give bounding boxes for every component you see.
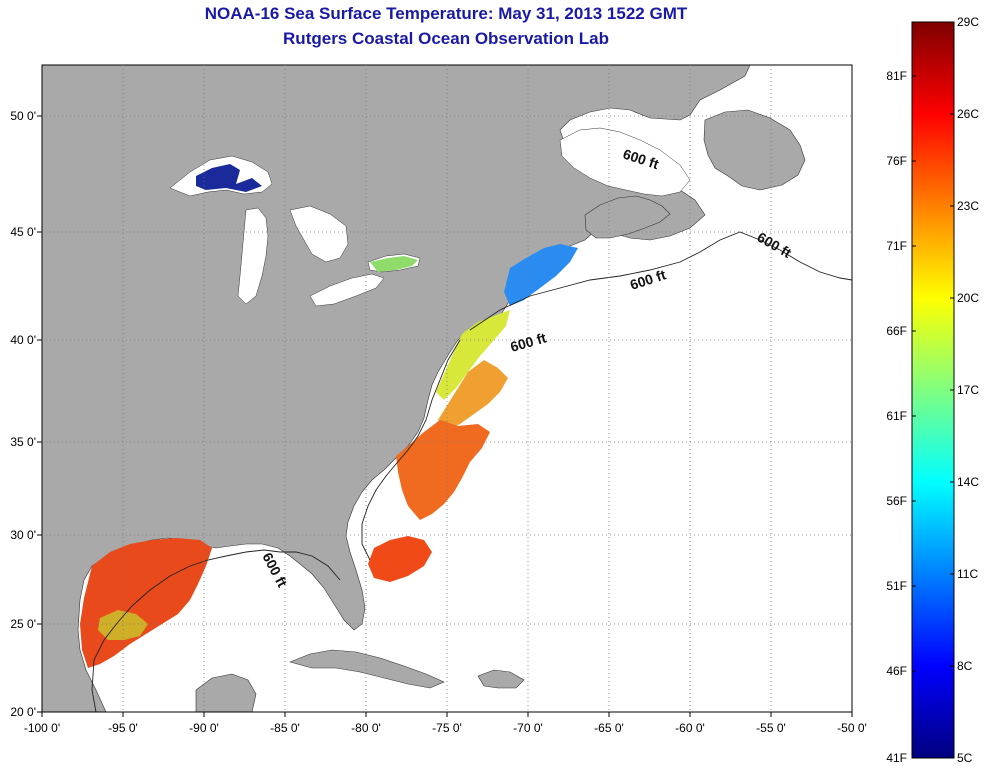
colorbar-celsius-label: 17C (957, 383, 979, 397)
colorbar-fahrenheit-label: 56F (886, 494, 907, 508)
hispaniola-land (477, 669, 525, 689)
lon-tick-label: -70 0' (513, 721, 543, 735)
lat-tick-label: 45 0' (10, 225, 36, 239)
colorbar-fahrenheit-label: 41F (886, 751, 907, 765)
map-title: NOAA-16 Sea Surface Temperature: May 31,… (204, 4, 688, 23)
colorbar-fahrenheit-labels: 81F 76F 71F 66F 61F 56F 51F 46F 41F (886, 69, 916, 765)
colorbar-fahrenheit-label: 76F (886, 154, 907, 168)
lat-tick-label: 40 0' (10, 333, 36, 347)
lon-tick-label: -65 0' (594, 721, 624, 735)
isobath-600ft-south (361, 339, 461, 561)
lake-huron (289, 205, 349, 263)
lon-tick-label: -50 0' (837, 721, 867, 735)
lon-tick-label: -90 0' (189, 721, 219, 735)
lat-tick-label: 20 0' (10, 705, 36, 719)
lon-tick-label: -100 0' (24, 721, 60, 735)
colorbar-fahrenheit-label: 51F (886, 579, 907, 593)
colorbar-celsius-label: 5C (957, 751, 973, 765)
colorbar-celsius-labels: 29C 26C 23C 20C 17C 14C 11C 8C 5C (950, 15, 979, 765)
lon-tick-label: -75 0' (432, 721, 462, 735)
colorbar-fahrenheit-label: 81F (886, 69, 907, 83)
lon-tick-label: -60 0' (675, 721, 705, 735)
nova-scotia-land (584, 195, 671, 239)
longitude-labels: -100 0' -95 0' -90 0' -85 0' -80 0' -75 0' -70… (24, 721, 867, 735)
sst-mid-atlantic-offshore (438, 360, 508, 430)
colorbar-celsius-label: 11C (957, 567, 978, 581)
colorbar-fahrenheit-label: 66F (886, 324, 907, 338)
lon-tick-label: -55 0' (756, 721, 786, 735)
colorbar-celsius-label: 29C (957, 15, 979, 29)
gulf-st-lawrence (559, 127, 691, 197)
newfoundland-land (703, 109, 806, 191)
lat-tick-label: 35 0' (10, 435, 36, 449)
isobath-600ft-gulf (91, 549, 341, 712)
lon-tick-label: -95 0' (108, 721, 138, 735)
lake-michigan (237, 207, 269, 305)
colorbar-fahrenheit-label: 46F (886, 664, 907, 678)
latitude-labels: 50 0' 45 0' 40 0' 35 0' 30 0' 25 0' 20 0' (10, 109, 36, 719)
sst-mid-atlantic-shelf (436, 310, 510, 400)
lake-erie (309, 273, 385, 307)
colorbar-celsius-label: 23C (957, 199, 979, 213)
colorbar-celsius-label: 20C (957, 291, 979, 305)
sst-lake-superior (196, 164, 262, 192)
cuba-land (289, 649, 445, 689)
yucatan-land (195, 673, 257, 712)
lat-tick-label: 50 0' (10, 109, 36, 123)
sst-gulf-maine (504, 244, 578, 306)
graticule (37, 65, 853, 717)
colorbar-fahrenheit-label: 71F (886, 239, 907, 253)
lat-tick-label: 25 0' (10, 617, 36, 631)
lon-tick-label: -80 0' (351, 721, 381, 735)
sst-south-atlantic-bight (368, 536, 432, 582)
lat-tick-label: 30 0' (10, 528, 36, 542)
map-subtitle: Rutgers Coastal Ocean Observation Lab (283, 29, 609, 48)
lon-tick-label: -85 0' (270, 721, 300, 735)
isobath-600ft-north (469, 231, 852, 331)
sst-lake-ontario (370, 256, 418, 272)
colorbar-celsius-label: 14C (957, 475, 979, 489)
temperature-colorbar (911, 21, 955, 759)
colorbar-fahrenheit-label: 61F (886, 409, 907, 423)
colorbar-celsius-label: 26C (957, 107, 979, 121)
sst-gulf-stream (396, 420, 490, 520)
colorbar-celsius-label: 8C (957, 659, 973, 673)
